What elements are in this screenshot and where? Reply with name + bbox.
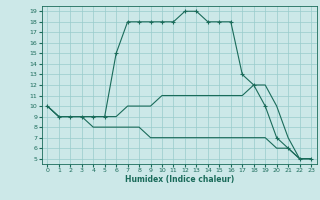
X-axis label: Humidex (Indice chaleur): Humidex (Indice chaleur) (124, 175, 234, 184)
